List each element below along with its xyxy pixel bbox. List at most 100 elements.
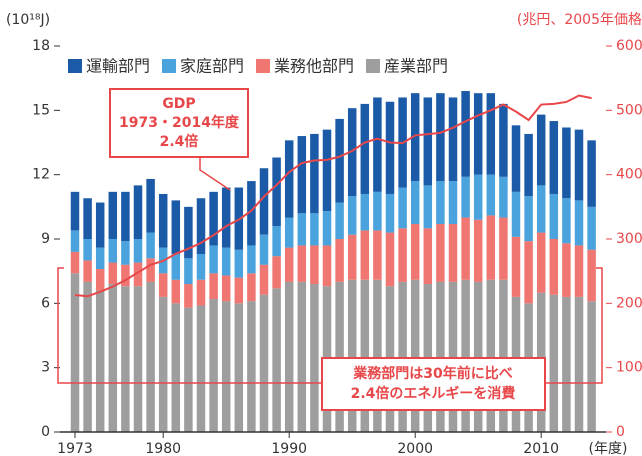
bar-segment: [347, 279, 357, 432]
bar-segment: [373, 279, 382, 432]
bar-segment: [146, 178, 155, 233]
bar-segment: [360, 193, 370, 231]
bar-segment: [196, 305, 206, 432]
callout-line: [199, 157, 231, 191]
bar-segment: [461, 217, 470, 280]
bar-segment: [587, 140, 596, 207]
bar-segment: [524, 133, 533, 197]
bar-segment: [574, 296, 584, 432]
legend-label: 運輸部門: [86, 57, 150, 76]
bar-segment: [398, 228, 407, 282]
bar-segment: [272, 288, 281, 432]
bar-segment: [121, 264, 130, 287]
legend-swatch: [162, 59, 176, 73]
y-tick-label: 18: [32, 38, 50, 54]
bar-segment: [259, 294, 269, 432]
bar-segment: [95, 269, 105, 291]
bar-segment: [196, 254, 206, 280]
bar-segment: [562, 127, 571, 199]
x-tick-label: 1973: [57, 441, 93, 456]
bar-segment: [473, 174, 483, 220]
bar-segment: [297, 245, 307, 282]
bar-segment: [284, 247, 294, 282]
bar-segment: [398, 187, 407, 229]
bar-segment: [587, 301, 596, 432]
bar-segment: [247, 181, 256, 246]
bar-segment: [83, 198, 92, 239]
bar-segment: [587, 206, 596, 250]
bar-segment: [209, 299, 218, 432]
bar-segment: [158, 296, 168, 432]
bar-segment: [423, 185, 433, 229]
bar-segment: [247, 273, 256, 302]
bar-segment: [473, 93, 483, 175]
bar-segment: [171, 200, 181, 255]
bar-segment: [70, 273, 80, 432]
bar-segment: [562, 198, 571, 244]
bar-segment: [234, 249, 244, 278]
bar-segment: [272, 157, 281, 227]
bar-segment: [587, 249, 596, 302]
bar-segment: [171, 254, 181, 280]
bar-segment: [171, 279, 181, 304]
y2-tick-label: 0: [616, 424, 625, 440]
bar-segment: [335, 118, 344, 203]
bar-segment: [347, 234, 357, 280]
y-tick-label: 0: [41, 424, 50, 440]
bracket-line: [57, 267, 322, 384]
bar-segment: [499, 103, 508, 177]
bar-segment: [385, 193, 395, 233]
bar-segment: [259, 234, 269, 265]
y-tick-label: 3: [41, 360, 50, 376]
bar-segment: [70, 251, 80, 274]
y-axis-label: (10¹⁸J): [6, 12, 50, 28]
bar-segment: [373, 191, 382, 231]
bar-segment: [83, 239, 92, 261]
bar-segment: [284, 281, 294, 432]
x-tick-label: 1980: [145, 441, 181, 456]
gdp-line: [74, 94, 592, 298]
bar-segment: [574, 245, 584, 297]
bar-segment: [209, 273, 218, 300]
bar-segment: [373, 97, 382, 192]
bar-segment: [436, 223, 445, 282]
bar-segment: [360, 230, 370, 280]
bar-segment: [184, 258, 193, 285]
bar-segment: [448, 281, 458, 432]
y2-tick-label: 300: [616, 231, 642, 247]
bar-segment: [322, 211, 332, 246]
bar-segment: [284, 217, 294, 248]
bar-segment: [297, 136, 307, 214]
annotation-text: 業務部門は30年前に比べ: [352, 365, 512, 382]
bar-segment: [549, 193, 559, 239]
bar-segment: [133, 262, 143, 287]
bar-segment: [473, 281, 483, 432]
bar-segment: [486, 174, 496, 216]
bar-segment: [297, 281, 307, 432]
bar-segment: [108, 239, 118, 263]
annotation-text: GDP: [162, 96, 195, 112]
bar-segment: [272, 226, 281, 257]
bar-segment: [133, 239, 143, 263]
legend-label: 家庭部門: [180, 57, 244, 76]
bar-segment: [108, 191, 118, 239]
bar-segment: [158, 273, 168, 297]
legend-swatch: [256, 59, 270, 73]
bar-segment: [121, 241, 130, 265]
bar-segment: [499, 217, 508, 280]
bar-segment: [473, 219, 483, 282]
bar-segment: [511, 191, 521, 237]
bar-segment: [335, 239, 344, 282]
bar-segment: [221, 247, 231, 276]
y-tick-label: 12: [32, 167, 50, 183]
y2-tick-label: 500: [616, 102, 642, 118]
bar-segment: [562, 296, 571, 432]
bar-segment: [511, 236, 521, 297]
bar-segment: [146, 281, 155, 432]
bar-segment: [511, 125, 521, 192]
annotation-box: [321, 357, 546, 411]
bar-segment: [184, 284, 193, 308]
bar-segment: [524, 241, 533, 304]
bar-segment: [209, 245, 218, 274]
bar-segment: [461, 279, 470, 432]
